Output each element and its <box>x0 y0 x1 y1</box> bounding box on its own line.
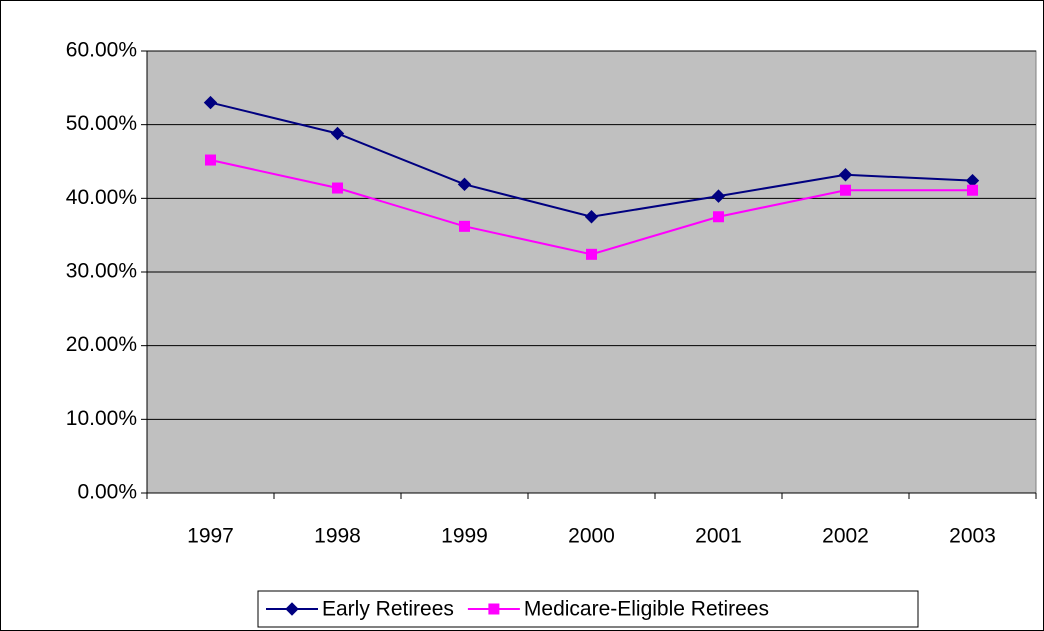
data-point <box>205 154 216 166</box>
data-point <box>711 189 726 203</box>
x-tick-label: 2001 <box>695 525 742 548</box>
legend-label: Medicare-Eligible Retirees <box>524 598 769 621</box>
data-point <box>330 126 345 141</box>
data-point <box>457 177 472 192</box>
data-point <box>586 248 597 260</box>
legend-marker <box>285 602 299 616</box>
x-tick-label: 2000 <box>568 525 615 548</box>
legend-box <box>257 590 919 628</box>
y-tick-label: 30.00% <box>66 260 137 283</box>
y-tick-label: 20.00% <box>66 333 137 356</box>
x-tick-label: 1999 <box>441 525 488 548</box>
y-tick-label: 40.00% <box>66 186 137 209</box>
x-tick-label: 1997 <box>187 525 234 548</box>
data-point <box>838 168 853 182</box>
data-point <box>203 95 218 110</box>
y-tick-label: 50.00% <box>66 112 137 135</box>
y-tick-label: 0.00% <box>77 481 137 504</box>
data-point <box>459 220 470 232</box>
data-point <box>840 184 851 196</box>
x-tick-label: 2003 <box>949 525 996 548</box>
y-tick-label: 10.00% <box>66 407 137 430</box>
data-point <box>584 210 599 224</box>
data-point <box>713 211 724 223</box>
data-point <box>332 182 343 194</box>
legend-marker <box>488 603 500 615</box>
x-tick-label: 1998 <box>314 525 361 548</box>
legend-label: Early Retirees <box>322 598 454 621</box>
legend: Early Retirees Medicare-Eligible Retirees <box>257 590 919 628</box>
data-point <box>967 184 978 196</box>
y-tick-label: 60.00% <box>66 39 137 62</box>
x-tick-label: 2002 <box>822 525 869 548</box>
